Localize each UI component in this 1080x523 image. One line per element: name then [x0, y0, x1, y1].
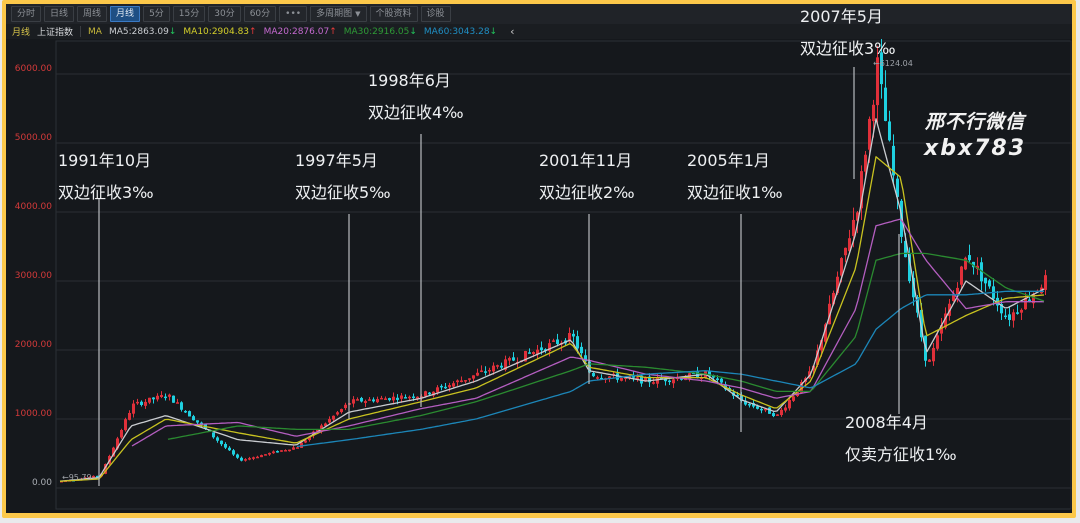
watermark: 邢不行微信 xbx783 — [924, 111, 1027, 161]
arrow-up-icon: ↑ — [249, 26, 257, 37]
tab-intraday[interactable]: 分时 — [11, 6, 42, 22]
ma60-value: MA60:3043.28↓ — [423, 26, 498, 37]
ma10-value: MA10:2904.83↑ — [183, 26, 257, 37]
high-marker: ←6124.04 — [873, 59, 913, 68]
annotation-2005: 2005年1月 双边征收1‰ — [687, 151, 783, 202]
annotation-2007: 2007年5月 双边征收3‰ — [800, 7, 896, 58]
ma-label[interactable]: MA — [88, 26, 102, 37]
multi-period-dropdown[interactable]: 多周期图 ▼ — [310, 6, 367, 22]
arrow-down-icon: ↓ — [409, 26, 417, 37]
indicator-bar: 月线 上证指数 MA MA5:2863.09↓ MA10:2904.83↑ MA… — [6, 24, 1072, 39]
y-tick-0: 0.00 — [31, 478, 52, 488]
stock-chart-window: 分时 日线 周线 月线 5分 15分 30分 60分 ••• 多周期图 ▼ 个股资… — [6, 4, 1072, 513]
y-tick-4000: 4000.00 — [14, 202, 52, 212]
tab-15min[interactable]: 15分 — [172, 6, 206, 22]
chart-canvas — [55, 39, 1072, 510]
arrow-down-icon: ↓ — [489, 26, 498, 37]
caret-down-icon: ▼ — [355, 10, 361, 18]
y-tick-2000: 2000.00 — [14, 340, 52, 350]
y-tick-5000: 5000.00 — [14, 133, 52, 143]
tab-30min[interactable]: 30分 — [208, 6, 241, 22]
diagnose-button[interactable]: 诊股 — [420, 6, 451, 22]
period-label: 月线 — [12, 28, 31, 38]
y-tick-1000: 1000.00 — [14, 409, 52, 419]
tab-monthly[interactable]: 月线 — [110, 6, 141, 22]
tab-5min[interactable]: 5分 — [143, 6, 170, 22]
arrow-down-icon: ↓ — [168, 26, 177, 37]
ma20-value: MA20:2876.07↑ — [263, 26, 337, 37]
tab-daily[interactable]: 日线 — [44, 6, 75, 22]
y-tick-6000: 6000.00 — [14, 64, 52, 74]
ma30-value: MA30:2916.05↓ — [343, 26, 417, 37]
multi-period-label: 多周期图 — [316, 9, 353, 19]
y-tick-3000: 3000.00 — [14, 271, 52, 281]
index-name: 上证指数 — [37, 28, 74, 38]
period-toolbar: 分时 日线 周线 月线 5分 15分 30分 60分 ••• 多周期图 ▼ 个股资… — [6, 4, 1072, 24]
more-button[interactable]: ••• — [279, 6, 308, 22]
annotation-1998: 1998年6月 双边征收4‰ — [368, 71, 464, 122]
low-marker: ←95.79 — [62, 473, 92, 482]
ma5-value: MA5:2863.09↓ — [108, 26, 177, 37]
divider — [80, 26, 82, 37]
annotation-1997: 1997年5月 双边征收5‰ — [295, 151, 391, 202]
chevron-left-icon[interactable]: ‹ — [510, 25, 515, 38]
annotation-2001: 2001年11月 双边征收2‰ — [539, 151, 635, 202]
kline-chart[interactable]: 6000.00 5000.00 4000.00 3000.00 2000.00 … — [6, 7, 1072, 513]
annotation-1991: 1991年10月 双边征收3‰ — [58, 151, 154, 202]
tab-weekly[interactable]: 周线 — [77, 6, 108, 22]
tab-60min[interactable]: 60分 — [243, 6, 277, 22]
annotation-2008: 2008年4月 仅卖方征收1‰ — [845, 413, 957, 464]
arrow-up-icon: ↑ — [329, 26, 337, 37]
stock-profile-button[interactable]: 个股资料 — [369, 6, 418, 22]
